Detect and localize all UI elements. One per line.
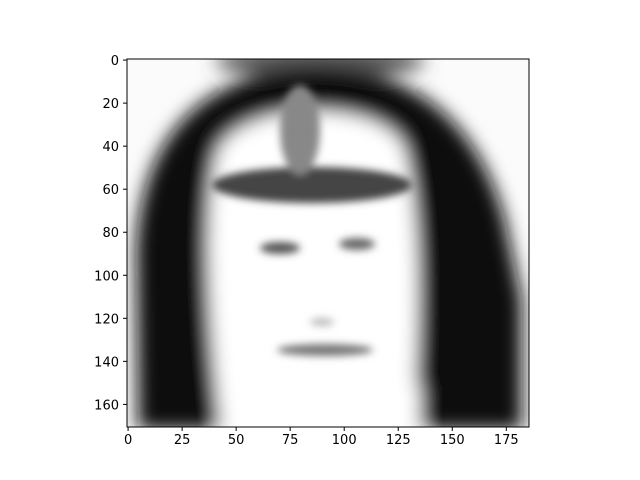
x-tick-label: 100 bbox=[332, 433, 357, 448]
x-tick-label: 25 bbox=[174, 433, 191, 448]
y-tick-label: 160 bbox=[94, 398, 119, 413]
y-tick-label: 40 bbox=[102, 140, 119, 155]
image bbox=[127, 59, 529, 427]
axes-frame bbox=[126, 58, 530, 428]
y-tick-label: 0 bbox=[111, 54, 119, 69]
y-tick-label: 20 bbox=[102, 97, 119, 112]
x-tick-label: 175 bbox=[494, 433, 519, 448]
x-tick-label: 75 bbox=[282, 433, 299, 448]
y-tick-label: 140 bbox=[94, 355, 119, 370]
y-tick-label: 120 bbox=[94, 312, 119, 327]
x-tick-label: 50 bbox=[228, 433, 245, 448]
x-tick-label: 150 bbox=[440, 433, 465, 448]
x-tick-label: 125 bbox=[386, 433, 411, 448]
y-tick-label: 60 bbox=[102, 183, 119, 198]
x-tick-label: 0 bbox=[124, 433, 132, 448]
y-tick-label: 80 bbox=[102, 226, 119, 241]
y-tick-label: 100 bbox=[94, 269, 119, 284]
